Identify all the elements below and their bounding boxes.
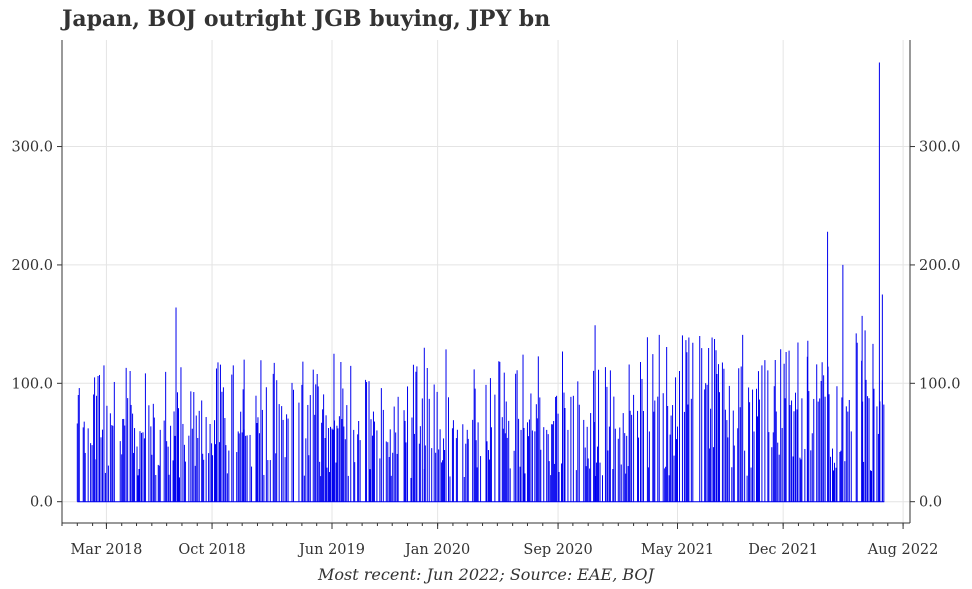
y-tick-label-left: 200.0 [11,258,53,274]
axes: 0.0 0.0 100.0 100.0 200.0 200.0 300.0 300.0 Mar … [11,40,961,558]
x-tick-label: Aug 2022 [867,542,939,558]
chart-title: Japan, BOJ outright JGB buying, JPY bn [62,6,551,32]
x-tick-label: Mar 2018 [70,542,142,558]
y-tick-label-left: 0.0 [30,495,53,511]
y-tick-label-right: 0.0 [919,495,942,511]
source-note: Most recent: Jun 2022; Source: EAE, BOJ [318,565,654,584]
y-tick-label-right: 300.0 [919,140,961,156]
y-tick-label-right: 100.0 [919,376,961,392]
x-tick-label: May 2021 [641,542,714,558]
bar-series [76,62,885,503]
x-tick-label: Jan 2020 [403,542,470,558]
y-tick-label-left: 100.0 [11,376,53,392]
x-tick-label: Sep 2020 [523,542,592,558]
x-tick-label: Dec 2021 [748,542,818,558]
y-tick-label-left: 300.0 [11,140,53,156]
x-tick-label: Oct 2018 [178,542,245,558]
x-tick-label: Jun 2019 [297,542,365,558]
y-tick-label-right: 200.0 [919,258,961,274]
